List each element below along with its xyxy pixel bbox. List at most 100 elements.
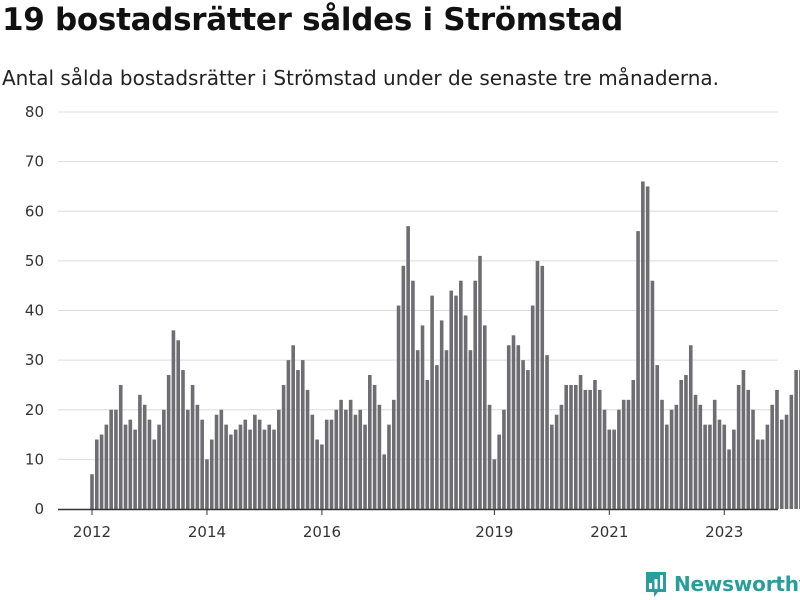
bar <box>703 424 707 509</box>
x-tick-label: 2012 <box>73 523 111 541</box>
bar <box>171 330 176 509</box>
bar <box>114 409 118 509</box>
bar <box>190 384 195 509</box>
y-tick-label: 50 <box>25 252 44 270</box>
bar <box>708 424 712 509</box>
bar <box>291 345 295 509</box>
x-tick-label: 2016 <box>303 523 341 541</box>
bar <box>99 434 104 509</box>
bar <box>344 409 348 509</box>
bar <box>358 409 363 509</box>
bar <box>257 419 262 509</box>
bar <box>784 414 789 509</box>
bar <box>569 384 573 509</box>
bar <box>162 409 166 509</box>
y-axis: 0 10 20 30 40 50 60 70 80 <box>25 103 44 518</box>
bar <box>502 409 506 509</box>
bar <box>181 370 185 509</box>
bar <box>751 409 755 509</box>
x-axis: 2012201420162019202120232025 <box>58 508 778 541</box>
bar-series <box>90 181 800 510</box>
bar <box>617 409 621 509</box>
bar <box>712 399 717 509</box>
bar <box>233 429 238 509</box>
bar <box>554 414 559 509</box>
bar <box>195 404 200 509</box>
bar <box>482 325 487 509</box>
bar <box>229 434 233 509</box>
bar <box>650 280 655 509</box>
bar <box>521 360 525 510</box>
bar <box>372 384 377 509</box>
chart-title: 19 bostadsrätter såldes i Strömstad <box>2 2 623 38</box>
bar <box>157 424 161 509</box>
bar <box>272 429 276 509</box>
bar <box>430 295 434 509</box>
bar <box>224 424 228 509</box>
bar <box>588 389 592 509</box>
bar <box>411 280 415 509</box>
y-tick-label: 10 <box>25 450 44 468</box>
bar <box>688 345 693 509</box>
bar <box>593 379 597 509</box>
bar <box>478 255 482 509</box>
y-tick-label: 60 <box>25 202 44 220</box>
bar <box>506 345 511 509</box>
bar <box>473 280 477 509</box>
bar <box>142 404 147 509</box>
x-tick-label: 2019 <box>475 523 513 541</box>
x-tick-label: 2014 <box>188 523 226 541</box>
bar <box>573 384 578 509</box>
bar <box>219 409 224 509</box>
bar <box>559 404 564 509</box>
bar <box>104 424 109 509</box>
bar <box>612 429 616 509</box>
bar <box>90 474 94 509</box>
bar <box>348 399 353 509</box>
bar <box>732 429 736 509</box>
bar <box>459 280 463 509</box>
bar <box>487 404 492 509</box>
bar <box>138 394 142 509</box>
bar <box>665 424 669 509</box>
bar <box>727 449 731 509</box>
bar <box>583 389 588 509</box>
bar <box>449 290 454 509</box>
bar <box>277 409 281 509</box>
bar <box>655 365 660 509</box>
bar <box>94 439 99 509</box>
bar <box>118 384 123 509</box>
bar <box>660 399 664 509</box>
bar <box>468 350 473 509</box>
bar <box>253 414 257 509</box>
bar <box>545 355 549 509</box>
bar <box>679 379 683 509</box>
bar <box>626 399 631 509</box>
bar <box>305 389 310 509</box>
bar <box>765 424 770 509</box>
y-tick-label: 0 <box>34 500 44 518</box>
bar <box>779 419 784 509</box>
bar <box>607 429 612 509</box>
bar <box>406 226 410 509</box>
bar <box>435 365 439 509</box>
bar <box>209 439 214 509</box>
bar <box>109 409 113 509</box>
bar <box>396 305 401 509</box>
bar <box>770 404 774 509</box>
bar <box>200 419 204 509</box>
bar <box>736 384 741 509</box>
newsworthy-logo-text: Newsworthy <box>674 572 800 596</box>
bar <box>454 295 458 509</box>
bar <box>133 429 137 509</box>
bar <box>262 429 267 509</box>
bar <box>186 409 190 509</box>
bar <box>382 454 386 509</box>
bar <box>329 419 334 509</box>
bar <box>401 265 406 509</box>
bar <box>578 375 583 509</box>
bar <box>535 260 540 510</box>
newsworthy-logo-icon <box>646 572 666 597</box>
newsworthy-logo[interactable]: Newsworthy <box>644 569 800 599</box>
bar <box>415 350 420 509</box>
